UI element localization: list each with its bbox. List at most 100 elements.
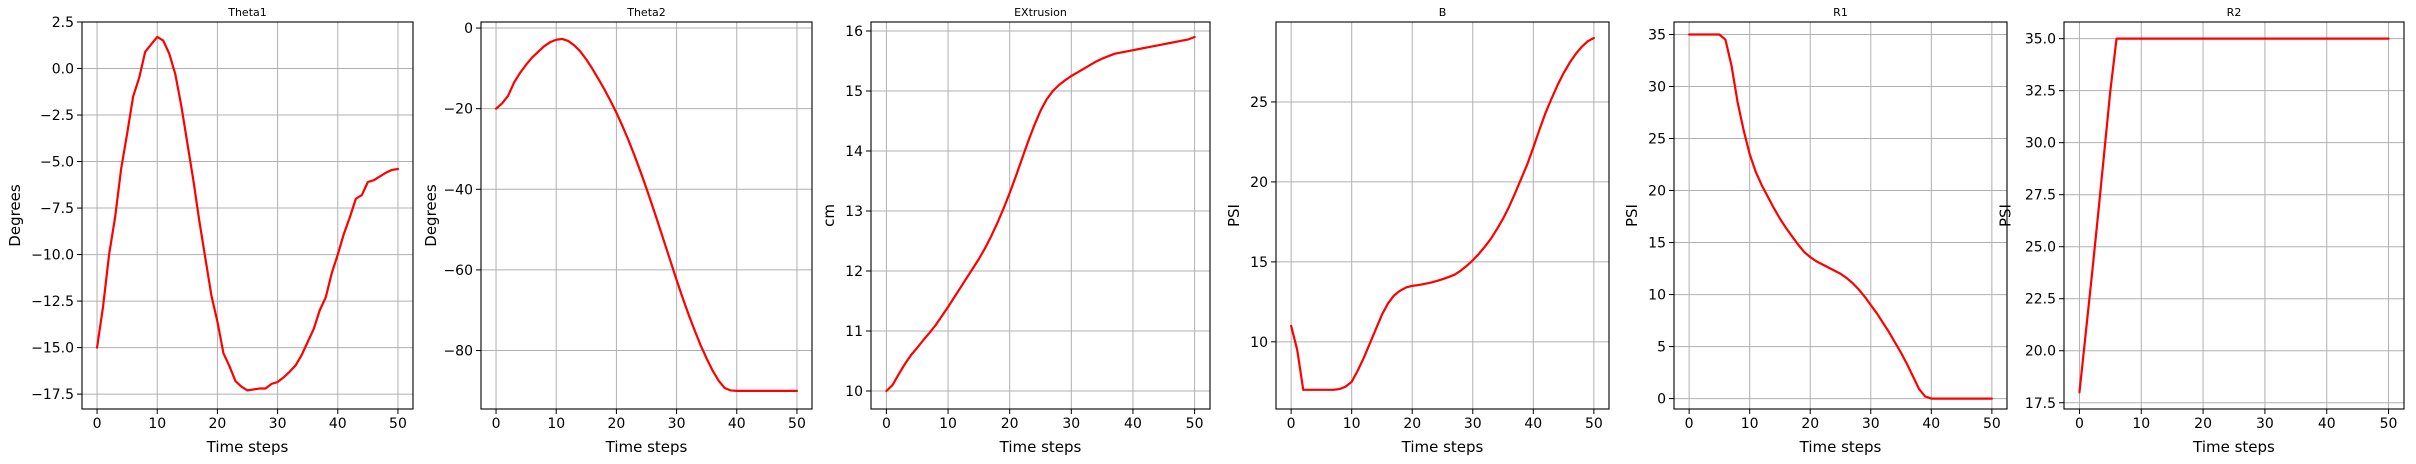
y-tick-label: 15 (845, 84, 863, 100)
x-axis-label: Time steps (206, 438, 289, 456)
chart-title: R2 (2227, 6, 2242, 19)
subplot-theta1: 0 10 20 30 40 50 −17.5 −15.0 −12.5 −10.0 −7.5 −5.0 −… (6, 6, 413, 456)
x-tick-label: 40 (2318, 416, 2336, 432)
x-axis-label: Time steps (999, 438, 1082, 456)
y-tick-label: 0.0 (52, 62, 74, 78)
x-tick-label: 50 (1186, 416, 1204, 432)
x-tick-label: 10 (939, 416, 957, 432)
x-axis-label: Time steps (1401, 438, 1484, 456)
x-tick-label: 30 (1862, 416, 1880, 432)
y-tick-label: 20 (1648, 184, 1666, 200)
x-tick-label: 20 (2194, 416, 2212, 432)
y-tick-label: 11 (845, 324, 863, 340)
chart-title: R1 (1833, 6, 1848, 19)
y-tick-label: 12 (845, 264, 863, 280)
y-tick-label: 35 (1648, 27, 1666, 43)
x-tick-label: 20 (208, 416, 226, 432)
x-tick-label: 50 (2380, 416, 2398, 432)
x-tick-label: 20 (1403, 416, 1421, 432)
axes-frame (1674, 22, 2007, 409)
x-tick-label: 0 (1685, 416, 1694, 432)
y-tick-label: 14 (845, 144, 863, 160)
x-tick-label: 40 (1524, 416, 1542, 432)
y-tick-label: 15 (1250, 255, 1268, 271)
x-tick-label: 0 (2075, 416, 2084, 432)
chart-title: B (1439, 6, 1447, 19)
subplot-r2: 0 10 20 30 40 50 17.5 20.0 22.5 25.0 27.5 30.0 32.5 3… (1996, 6, 2404, 456)
y-tick-label: 13 (845, 204, 863, 220)
x-tick-label: 0 (1287, 416, 1296, 432)
y-tick-label: −40 (443, 182, 473, 198)
y-tick-label: −20 (443, 102, 473, 118)
y-tick-label: −2.5 (40, 108, 74, 124)
x-tick-label: 10 (1343, 416, 1361, 432)
x-tick-label: 10 (547, 416, 565, 432)
y-tick-label: 10 (845, 384, 863, 400)
x-tick-label: 40 (1124, 416, 1142, 432)
y-axis-label: cm (820, 204, 838, 227)
data-line (1291, 38, 1594, 390)
x-tick-label: 30 (1062, 416, 1080, 432)
x-tick-label: 40 (1922, 416, 1940, 432)
x-tick-label: 20 (607, 416, 625, 432)
x-axis-label: Time steps (605, 438, 688, 456)
y-tick-label: 30.0 (2025, 136, 2056, 152)
y-tick-label: 25 (1648, 132, 1666, 148)
x-tick-label: 0 (492, 416, 501, 432)
x-tick-label: 30 (2256, 416, 2274, 432)
y-tick-label: −15.0 (31, 341, 74, 357)
y-tick-label: 20 (1250, 175, 1268, 191)
y-tick-label: 25.0 (2025, 240, 2056, 256)
data-line (1689, 34, 1992, 398)
y-tick-label: −7.5 (40, 201, 74, 217)
x-tick-label: 30 (269, 416, 287, 432)
x-tick-label: 10 (2132, 416, 2150, 432)
y-tick-label: −80 (443, 344, 473, 360)
y-tick-label: 0 (1657, 392, 1666, 408)
y-tick-label: 25 (1250, 95, 1268, 111)
y-axis-label: PSI (1225, 204, 1243, 227)
y-tick-label: −5.0 (40, 155, 74, 171)
y-tick-label: 30 (1648, 80, 1666, 96)
data-line (886, 37, 1194, 391)
y-tick-label: −60 (443, 263, 473, 279)
data-line (496, 39, 797, 391)
x-tick-label: 50 (1585, 416, 1603, 432)
y-axis-label: Degrees (422, 184, 440, 247)
x-tick-label: 30 (1464, 416, 1482, 432)
y-tick-label: 10 (1250, 335, 1268, 351)
x-axis-label: Time steps (2192, 438, 2275, 456)
x-tick-label: 40 (728, 416, 746, 432)
x-tick-label: 0 (882, 416, 891, 432)
subplot-extrusion: 0 10 20 30 40 50 10 11 12 13 14 15 16 EXtrusion Time s… (820, 6, 1210, 456)
x-tick-label: 50 (1983, 416, 2001, 432)
x-tick-label: 40 (329, 416, 347, 432)
y-tick-label: 0 (464, 21, 473, 37)
y-tick-label: 15 (1648, 236, 1666, 252)
y-tick-label: 35.0 (2025, 32, 2056, 48)
y-tick-label: 10 (1648, 288, 1666, 304)
x-tick-label: 50 (788, 416, 806, 432)
chart-title: Theta1 (227, 6, 267, 19)
y-tick-label: 20.0 (2025, 344, 2056, 360)
x-tick-label: 10 (148, 416, 166, 432)
x-tick-label: 10 (1741, 416, 1759, 432)
y-tick-label: 32.5 (2025, 84, 2056, 100)
chart-title: Theta2 (626, 6, 666, 19)
y-tick-label: −17.5 (31, 387, 74, 403)
y-tick-label: 2.5 (52, 15, 74, 31)
y-axis-label: PSI (1996, 204, 2014, 227)
subplot-theta2: 0 10 20 30 40 50 −80 −60 −40 −20 0 Theta2 Time steps… (422, 6, 812, 456)
subplot-r1: 0 10 20 30 40 50 0 5 10 15 20 25 30 35 R1 Time steps PSI (1623, 6, 2007, 456)
x-tick-label: 20 (1001, 416, 1019, 432)
data-line (2079, 39, 2388, 393)
data-line (97, 37, 398, 391)
x-tick-label: 20 (1801, 416, 1819, 432)
x-axis-label: Time steps (1799, 438, 1882, 456)
subplot-b: 0 10 20 30 40 50 10 15 20 25 B Time steps PSI (1225, 6, 1609, 456)
y-tick-label: 5 (1657, 340, 1666, 356)
y-axis-label: Degrees (6, 184, 24, 247)
chart-title: EXtrusion (1014, 6, 1067, 19)
y-tick-label: −12.5 (31, 294, 74, 310)
